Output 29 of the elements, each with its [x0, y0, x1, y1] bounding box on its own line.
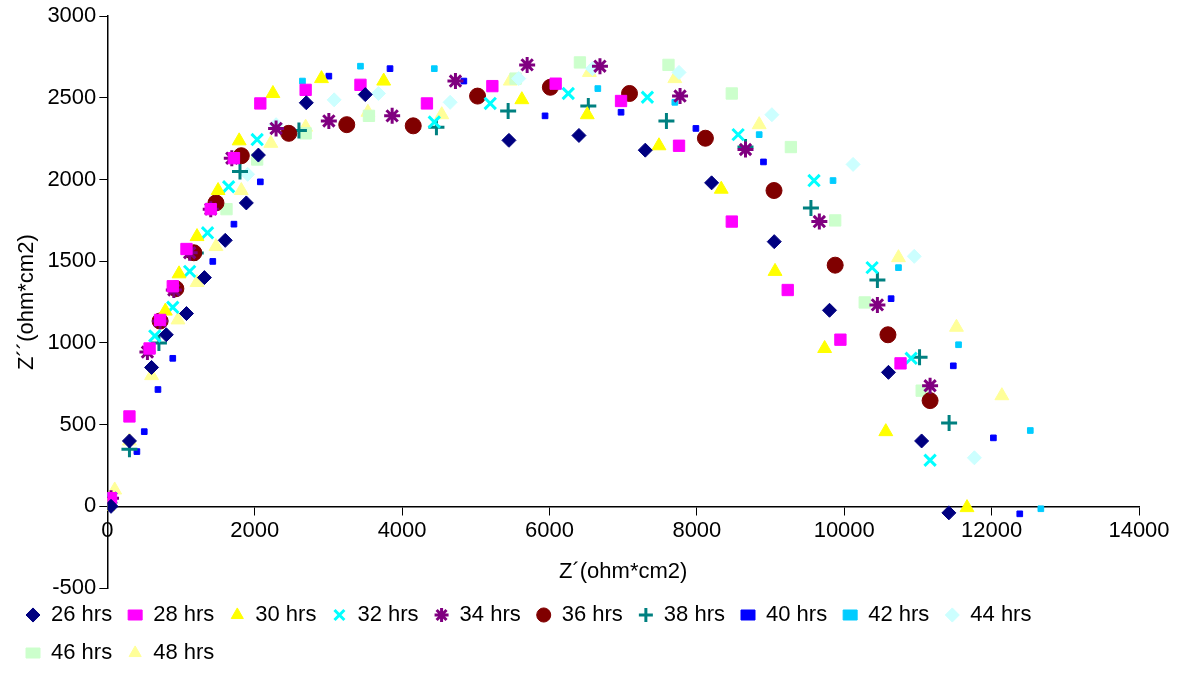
legend-label: 48 hrs — [153, 639, 215, 665]
y-tick-label: 2500 — [47, 83, 97, 109]
y-tick-label: -500 — [52, 574, 97, 600]
legend-label: 44 hrs — [970, 601, 1032, 627]
x-tick-label: 12000 — [961, 516, 1023, 542]
x-tick-label: 10000 — [813, 516, 875, 542]
y-tick-label: 500 — [59, 410, 97, 436]
x-axis-title: Z´(ohm*cm2) — [559, 557, 688, 583]
legend-label: 26 hrs — [51, 601, 113, 627]
y-tick-label: 0 — [84, 492, 97, 518]
y-tick-label: 1000 — [47, 329, 97, 355]
x-tick-label: 4000 — [377, 516, 427, 542]
x-tick-label: 2000 — [230, 516, 280, 542]
legend-label: 34 hrs — [459, 601, 521, 627]
y-axis-title: Z´´(ohm*cm2) — [13, 234, 39, 370]
legend-label: 36 hrs — [561, 601, 623, 627]
legend-label: 32 hrs — [357, 601, 419, 627]
legend-label: 40 hrs — [766, 601, 828, 627]
legend-label: 38 hrs — [663, 601, 726, 627]
x-tick-label: 14000 — [1108, 516, 1170, 542]
legend-label: 42 hrs — [868, 601, 930, 627]
y-tick-label: 1500 — [47, 247, 97, 273]
x-tick-label: 6000 — [525, 516, 574, 542]
legend-label: 46 hrs — [51, 639, 113, 665]
y-tick-label: 3000 — [47, 2, 97, 28]
y-tick-label: 2000 — [47, 165, 97, 191]
legend-label: 30 hrs — [255, 601, 317, 627]
x-tick-label: 8000 — [672, 516, 722, 542]
legend-label: 28 hrs — [153, 601, 215, 627]
